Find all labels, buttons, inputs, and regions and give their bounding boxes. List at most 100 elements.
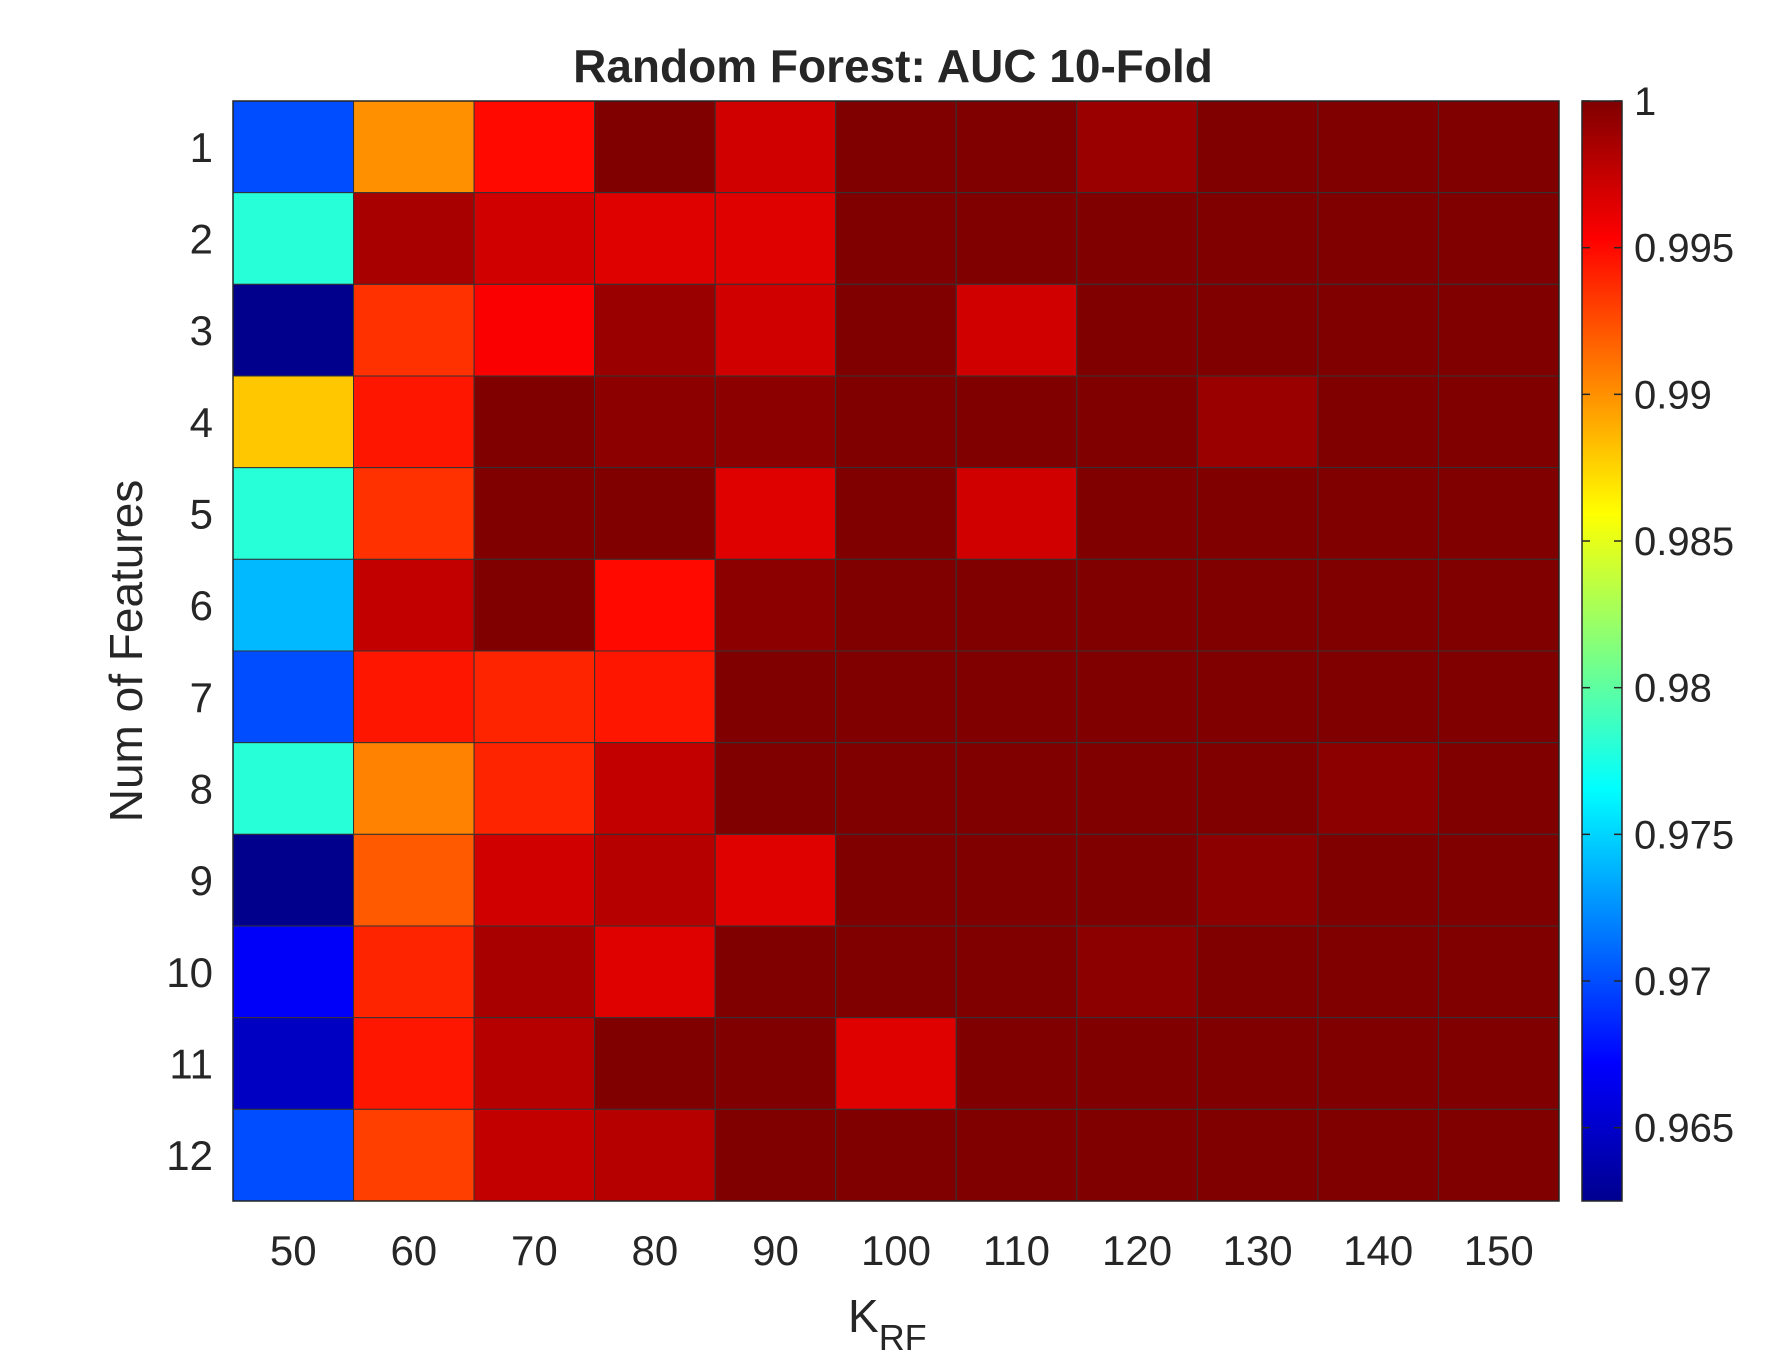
heatmap-cell-r10-c130 bbox=[1196, 925, 1319, 1019]
heatmap-cell-r7-c90 bbox=[714, 650, 837, 744]
x-tick-label: 110 bbox=[983, 1227, 1050, 1274]
heatmap-cell-r5-c130 bbox=[1196, 467, 1319, 560]
heatmap-cell-r2-c100 bbox=[835, 192, 957, 285]
heatmap-cell-r7-c70 bbox=[473, 650, 596, 744]
y-tick-label: 2 bbox=[190, 216, 213, 263]
heatmap-cell-r4-c80 bbox=[594, 375, 716, 469]
heatmap-cell-r9-c110 bbox=[955, 833, 1078, 927]
heatmap-cell-r7-c100 bbox=[835, 650, 957, 744]
x-tick-label: 90 bbox=[752, 1227, 799, 1274]
x-tick-label: 150 bbox=[1464, 1227, 1534, 1274]
y-tick-label: 12 bbox=[166, 1132, 213, 1179]
heatmap-cell-r11-c60 bbox=[353, 1017, 475, 1110]
y-tick-label: 7 bbox=[190, 674, 213, 721]
heatmap-cell-r7-c50 bbox=[232, 650, 355, 744]
heatmap-cell-r8-c150 bbox=[1437, 742, 1560, 835]
x-tick-label: 70 bbox=[511, 1227, 558, 1274]
heatmap-cell-r7-c130 bbox=[1196, 650, 1319, 744]
colorbar-tick-label: 0.975 bbox=[1634, 813, 1734, 857]
colorbar-tick-label: 0.985 bbox=[1634, 520, 1734, 564]
heatmap-cell-r10-c80 bbox=[594, 925, 716, 1019]
heatmap-cell-r12-c50 bbox=[232, 1108, 355, 1202]
plot-frame bbox=[232, 100, 1560, 1202]
heatmap-cell-r2-c130 bbox=[1196, 192, 1319, 285]
heatmap-cell-r2-c110 bbox=[955, 192, 1078, 285]
heatmap-cell-r3-c120 bbox=[1076, 283, 1198, 377]
heatmap-cell-r4-c50 bbox=[232, 375, 355, 469]
heatmap-cell-r2-c120 bbox=[1076, 192, 1198, 285]
heatmap-cell-r7-c110 bbox=[955, 650, 1078, 744]
heatmap-cell-r1-c100 bbox=[835, 100, 957, 194]
heatmap-cell-r6-c140 bbox=[1317, 558, 1439, 652]
heatmap-cell-r11-c70 bbox=[473, 1017, 596, 1110]
heatmap-cell-r1-c140 bbox=[1317, 100, 1439, 194]
heatmap-cell-r8-c130 bbox=[1196, 742, 1319, 835]
heatmap-cell-r2-c80 bbox=[594, 192, 716, 285]
x-axis-label: KRF bbox=[848, 1290, 927, 1358]
heatmap-cell-r1-c130 bbox=[1196, 100, 1319, 194]
x-tick-label: 80 bbox=[632, 1227, 679, 1274]
heatmap-cell-r5-c90 bbox=[714, 467, 837, 560]
x-tick-labels: 50 60 70 80 90 100 110 120 130 140 150 bbox=[270, 1227, 1534, 1274]
heatmap-cell-r4-c90 bbox=[714, 375, 837, 469]
heatmap-cell-r1-c90 bbox=[714, 100, 837, 194]
heatmap-cell-r7-c80 bbox=[594, 650, 716, 744]
heatmap-cell-r3-c150 bbox=[1437, 283, 1560, 377]
heatmap-cell-r11-c100 bbox=[835, 1017, 957, 1110]
heatmap-cell-r12-c70 bbox=[473, 1108, 596, 1202]
heatmap-cell-r3-c110 bbox=[955, 283, 1078, 377]
heatmap-cell-r6-c70 bbox=[473, 558, 596, 652]
x-tick-label: 50 bbox=[270, 1227, 317, 1274]
colorbar-tick-label: 0.995 bbox=[1634, 227, 1734, 271]
heatmap-cell-r6-c80 bbox=[594, 558, 716, 652]
heatmap-cell-r5-c100 bbox=[835, 467, 957, 560]
colorbar bbox=[1581, 100, 1623, 1202]
y-tick-label: 10 bbox=[166, 949, 213, 996]
heatmap-cell-r4-c130 bbox=[1196, 375, 1319, 469]
heatmap-cell-r12-c150 bbox=[1437, 1108, 1560, 1202]
heatmap-cell-r4-c70 bbox=[473, 375, 596, 469]
heatmap-cell-r11-c110 bbox=[955, 1017, 1078, 1110]
heatmap-cell-r1-c60 bbox=[353, 100, 475, 194]
heatmap-cell-r12-c100 bbox=[835, 1108, 957, 1202]
heatmap-cell-r1-c80 bbox=[594, 100, 716, 194]
heatmap-cell-r6-c60 bbox=[353, 558, 475, 652]
heatmap-cell-r3-c90 bbox=[714, 283, 837, 377]
heatmap-cell-r5-c80 bbox=[594, 467, 716, 560]
heatmap-cell-r12-c80 bbox=[594, 1108, 716, 1202]
x-tick-label: 100 bbox=[861, 1227, 931, 1274]
y-axis-label: Num of Features bbox=[100, 480, 152, 823]
heatmap-cell-r11-c90 bbox=[714, 1017, 837, 1110]
x-tick-label: 130 bbox=[1223, 1227, 1293, 1274]
heatmap-cell-r7-c140 bbox=[1317, 650, 1439, 744]
heatmap-cell-r3-c100 bbox=[835, 283, 957, 377]
heatmap-cell-r11-c80 bbox=[594, 1017, 716, 1110]
heatmap-cell-r5-c110 bbox=[955, 467, 1078, 560]
heatmap-cell-r7-c60 bbox=[353, 650, 475, 744]
heatmap-cell-r11-c130 bbox=[1196, 1017, 1319, 1110]
heatmap-cell-r3-c130 bbox=[1196, 283, 1319, 377]
heatmap-cell-r4-c120 bbox=[1076, 375, 1198, 469]
y-tick-label: 11 bbox=[169, 1041, 213, 1088]
heatmap-cell-r6-c120 bbox=[1076, 558, 1198, 652]
heatmap-cell-r6-c100 bbox=[835, 558, 957, 652]
heatmap-cell-r10-c150 bbox=[1437, 925, 1560, 1019]
heatmap-cell-r4-c150 bbox=[1437, 375, 1560, 469]
heatmap-cell-r6-c130 bbox=[1196, 558, 1319, 652]
heatmap-cell-r10-c60 bbox=[353, 925, 475, 1019]
heatmap-cell-r9-c130 bbox=[1196, 833, 1319, 927]
heatmap-cell-r3-c70 bbox=[473, 283, 596, 377]
x-tick-label: 120 bbox=[1102, 1227, 1172, 1274]
colorbar-tick-label: 0.97 bbox=[1634, 960, 1712, 1004]
heatmap-cell-r2-c140 bbox=[1317, 192, 1439, 285]
heatmap-cell-r11-c120 bbox=[1076, 1017, 1198, 1110]
heatmap-cell-r8-c70 bbox=[473, 742, 596, 835]
heatmap-cell-r2-c70 bbox=[473, 192, 596, 285]
heatmap-cell-r8-c140 bbox=[1317, 742, 1439, 835]
heatmap-cell-r3-c140 bbox=[1317, 283, 1439, 377]
heatmap-cell-r8-c60 bbox=[353, 742, 475, 835]
heatmap-cell-r10-c90 bbox=[714, 925, 837, 1019]
heatmap-cell-r11-c50 bbox=[232, 1017, 355, 1110]
